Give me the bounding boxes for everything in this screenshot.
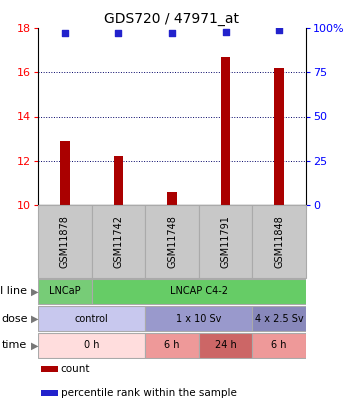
Text: time: time	[2, 341, 27, 350]
FancyBboxPatch shape	[38, 333, 145, 358]
Text: LNCaP: LNCaP	[49, 286, 81, 296]
Text: control: control	[75, 313, 108, 324]
FancyBboxPatch shape	[199, 205, 252, 278]
Text: GSM11878: GSM11878	[60, 215, 70, 268]
FancyBboxPatch shape	[92, 205, 145, 278]
FancyBboxPatch shape	[92, 279, 306, 305]
FancyBboxPatch shape	[38, 205, 92, 278]
Bar	[274, 68, 284, 205]
FancyBboxPatch shape	[145, 205, 199, 278]
Text: ▶: ▶	[31, 341, 38, 350]
FancyBboxPatch shape	[145, 333, 199, 358]
Text: percentile rank within the sample: percentile rank within the sample	[61, 388, 237, 398]
Title: GDS720 / 47971_at: GDS720 / 47971_at	[105, 12, 239, 26]
Point	[116, 30, 121, 36]
Text: count: count	[61, 364, 90, 374]
Text: ▶: ▶	[31, 313, 38, 324]
Text: GSM11848: GSM11848	[274, 215, 284, 268]
Text: 4 x 2.5 Sv: 4 x 2.5 Sv	[255, 313, 304, 324]
Bar	[41, 367, 58, 372]
FancyBboxPatch shape	[145, 305, 252, 331]
FancyBboxPatch shape	[252, 333, 306, 358]
Text: GSM11742: GSM11742	[114, 215, 123, 268]
Bar	[114, 156, 123, 205]
Text: 24 h: 24 h	[215, 341, 236, 350]
FancyBboxPatch shape	[38, 279, 92, 305]
Bar	[41, 390, 58, 396]
Point	[169, 30, 175, 36]
Bar	[167, 192, 177, 205]
Text: GSM11748: GSM11748	[167, 215, 177, 268]
Point	[223, 28, 228, 35]
Bar	[221, 57, 230, 205]
FancyBboxPatch shape	[199, 333, 252, 358]
FancyBboxPatch shape	[38, 305, 145, 331]
FancyBboxPatch shape	[252, 205, 306, 278]
Text: 1 x 10 Sv: 1 x 10 Sv	[176, 313, 222, 324]
Bar	[60, 141, 70, 205]
Text: cell line: cell line	[0, 286, 27, 296]
Text: dose: dose	[1, 313, 27, 324]
Text: LNCAP C4-2: LNCAP C4-2	[170, 286, 228, 296]
Text: 6 h: 6 h	[271, 341, 287, 350]
Point	[276, 27, 282, 33]
Text: 6 h: 6 h	[164, 341, 180, 350]
Text: 0 h: 0 h	[84, 341, 99, 350]
Text: GSM11791: GSM11791	[221, 215, 230, 268]
Text: ▶: ▶	[31, 286, 38, 296]
FancyBboxPatch shape	[252, 305, 306, 331]
Point	[62, 30, 68, 36]
